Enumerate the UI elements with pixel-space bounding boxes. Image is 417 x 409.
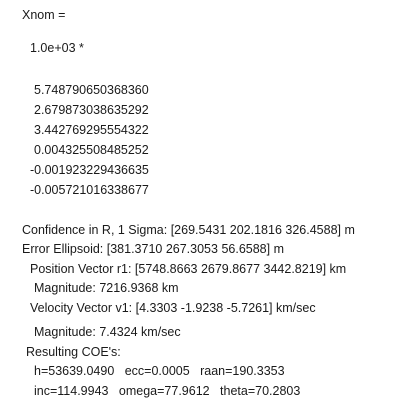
coe-line-2: inc=114.9943 omega=77.9612 theta=70.2803 (34, 384, 301, 398)
position-magnitude-line: Magnitude: 7216.9368 km (34, 281, 179, 295)
velocity-vector-line: Velocity Vector v1: [4.3303 -1.9238 -5.7… (30, 301, 316, 315)
scale-factor: 1.0e+03 * (30, 41, 84, 55)
error-ellipsoid-line: Error Ellipsoid: [381.3710 267.3053 56.6… (22, 242, 284, 256)
vector-value: 0.004325508485252 (34, 143, 149, 157)
vector-value: 2.679873038635292 (34, 103, 149, 117)
vector-value: -0.001923229436635 (30, 163, 149, 177)
coe-header: Resulting COE's: (26, 345, 121, 359)
xnom-label: Xnom = (22, 8, 66, 22)
vector-value: -0.005721016338677 (30, 183, 149, 197)
velocity-magnitude-line: Magnitude: 7.4324 km/sec (34, 325, 181, 339)
confidence-line: Confidence in R, 1 Sigma: [269.5431 202.… (22, 223, 355, 237)
vector-value: 3.442769295554322 (34, 123, 149, 137)
position-vector-line: Position Vector r1: [5748.8663 2679.8677… (30, 262, 347, 276)
vector-value: 5.748790650368360 (34, 83, 149, 97)
coe-line-1: h=53639.0490 ecc=0.0005 raan=190.3353 (34, 364, 285, 378)
